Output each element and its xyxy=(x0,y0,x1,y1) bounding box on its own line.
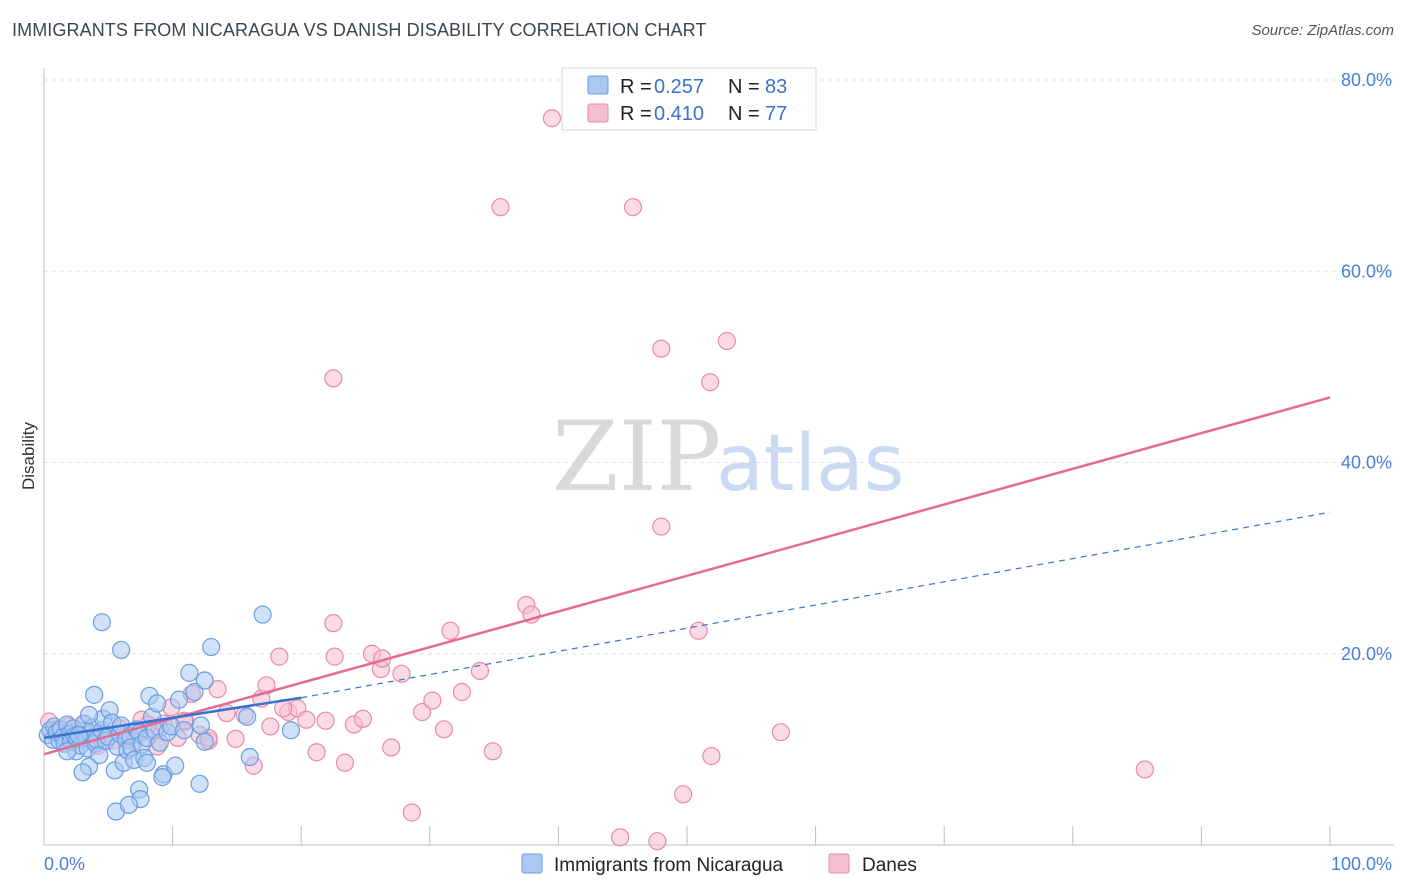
danes-point xyxy=(325,647,344,666)
nicaragua-point xyxy=(85,685,104,704)
legend-r-label-blue: R = xyxy=(620,76,652,98)
x-tick-label: 0.0% xyxy=(44,854,85,874)
danes-point xyxy=(402,803,421,822)
nicaragua-point xyxy=(195,732,214,751)
bottom-legend-label-pink: Danes xyxy=(862,855,917,876)
nicaragua-point xyxy=(166,756,185,775)
nicaragua-point xyxy=(137,753,156,772)
nicaragua-point xyxy=(79,705,99,725)
nicaragua-point xyxy=(185,682,204,702)
danes-point xyxy=(717,331,736,351)
nicaragua-trend-line xyxy=(43,696,302,740)
danes-point xyxy=(702,746,721,766)
bottom-legend-swatch-blue xyxy=(521,853,543,874)
nicaragua-point xyxy=(180,663,199,682)
danes-point xyxy=(412,702,432,722)
bottom-legend-swatch-pink xyxy=(828,853,850,874)
nicaragua-point xyxy=(73,763,92,782)
nicaragua-point xyxy=(190,774,209,793)
danes-point xyxy=(261,717,280,736)
nicaragua-point xyxy=(253,605,272,624)
danes-point xyxy=(307,743,326,762)
danes-point xyxy=(208,680,227,699)
y-tick-label: 20.0% xyxy=(1341,644,1392,664)
legend-swatch-pink xyxy=(587,103,609,123)
danes-point xyxy=(483,742,502,761)
danes-point xyxy=(491,198,510,217)
danes-point xyxy=(335,753,355,772)
y-tick-label: 80.0% xyxy=(1341,70,1392,90)
danes-point xyxy=(324,369,343,388)
danes-point xyxy=(542,109,562,128)
nicaragua-point xyxy=(175,721,194,740)
source-label: Source: ZipAtlas.com xyxy=(1251,22,1394,39)
danes-point xyxy=(771,723,790,742)
danes-point xyxy=(316,711,335,730)
legend-n-value-pink: 77 xyxy=(765,103,787,125)
nicaragua-point xyxy=(281,721,301,740)
danes-point xyxy=(297,710,316,729)
danes-point xyxy=(652,517,671,536)
nicaragua-point xyxy=(153,768,172,787)
nicaragua-point xyxy=(148,694,167,713)
y-axis-title: Disability xyxy=(19,421,38,490)
danes-point xyxy=(434,720,454,739)
danes-point xyxy=(392,664,411,683)
nicaragua-point xyxy=(240,747,259,767)
danes-point xyxy=(270,647,289,666)
nicaragua-point xyxy=(202,637,221,657)
danes-point xyxy=(611,828,630,847)
x-tick-label: 100.0% xyxy=(1331,854,1392,874)
nicaragua-point xyxy=(195,671,214,690)
danes-point xyxy=(674,785,693,804)
danes-point xyxy=(257,676,276,695)
nicaragua-trend-extension xyxy=(301,511,1331,699)
danes-point xyxy=(701,373,720,392)
danes-point xyxy=(423,691,442,710)
legend-r-value-pink: 0.410 xyxy=(654,103,704,125)
watermark-zip: ZIP xyxy=(552,401,721,513)
danes-point xyxy=(353,709,373,728)
danes-point xyxy=(324,614,343,633)
legend-swatch-blue xyxy=(587,75,609,95)
y-tick-labels: 20.0% 40.0% 60.0% 80.0% xyxy=(1341,70,1392,664)
legend-r-label-pink: R = xyxy=(620,103,652,125)
nicaragua-point xyxy=(191,716,210,735)
chart-title: IMMIGRANTS FROM NICARAGUA VS DANISH DISA… xyxy=(12,20,707,40)
nicaragua-point xyxy=(238,707,257,726)
nicaragua-point xyxy=(112,640,131,660)
bottom-legend-label-blue: Immigrants from Nicaragua xyxy=(554,855,784,876)
legend: R = 0.257 N = 83 R = 0.410 N = 77 xyxy=(561,67,817,131)
danes-trend-line xyxy=(43,396,1331,756)
nicaragua-point xyxy=(119,795,138,814)
nicaragua-point xyxy=(69,725,88,745)
danes-point xyxy=(648,832,667,851)
bottom-legend: Immigrants from Nicaragua Danes xyxy=(521,853,917,876)
legend-n-value-blue: 83 xyxy=(765,76,787,98)
danes-point xyxy=(452,682,472,702)
danes-point xyxy=(441,621,460,640)
danes-point xyxy=(652,339,671,358)
nicaragua-point xyxy=(92,613,111,632)
danes-point xyxy=(382,738,401,757)
nicaragua-point xyxy=(169,690,189,709)
danes-point xyxy=(623,198,643,217)
legend-r-value-blue: 0.257 xyxy=(654,76,704,98)
danes-point xyxy=(1135,760,1154,779)
watermark-atlas: atlas xyxy=(716,419,905,509)
danes-point xyxy=(217,703,236,723)
y-tick-label: 40.0% xyxy=(1341,453,1392,473)
legend-n-label-pink: N = xyxy=(728,103,760,125)
y-tick-label: 60.0% xyxy=(1341,261,1392,281)
danes-point xyxy=(226,729,245,748)
legend-n-label-blue: N = xyxy=(728,76,760,98)
trend-lines xyxy=(43,396,1331,756)
watermark: ZIP atlas xyxy=(552,401,905,513)
x-tick-labels: 0.0% 100.0% xyxy=(44,854,1392,874)
